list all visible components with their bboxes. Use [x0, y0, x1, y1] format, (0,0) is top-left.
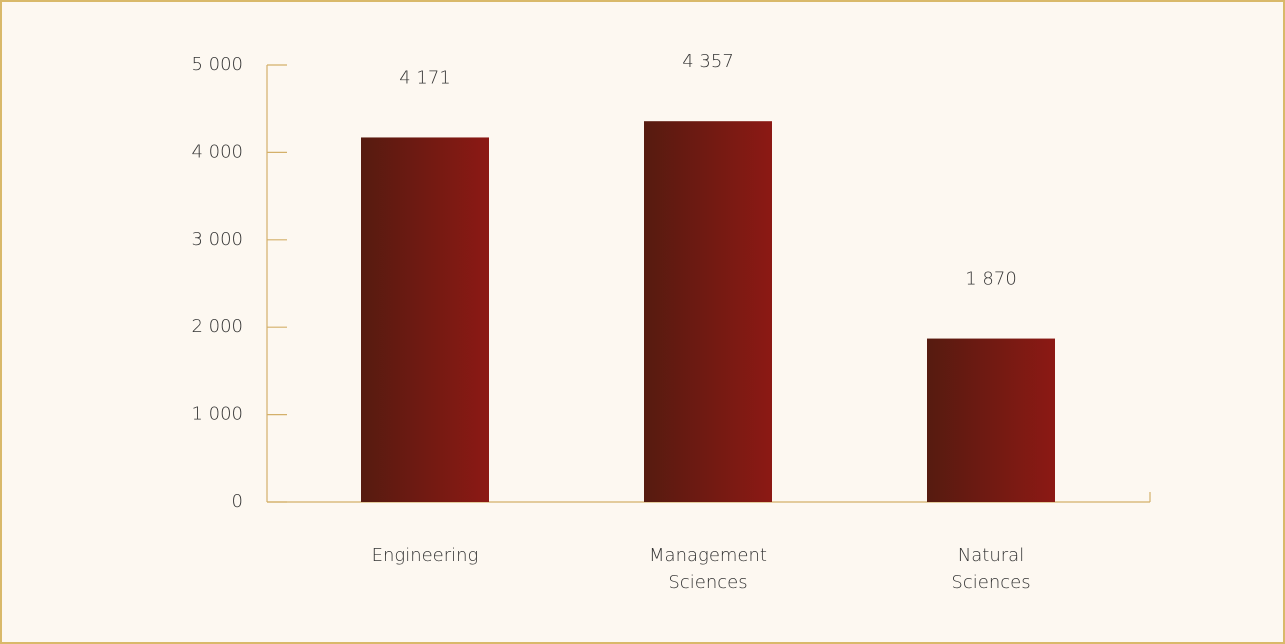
x-tick-label: Natural Sciences — [951, 545, 1030, 593]
y-tick-label: 1 000 — [191, 404, 243, 425]
x-tick-label: Management Sciences — [649, 545, 767, 593]
y-tick-label: 3 000 — [191, 229, 243, 250]
bar — [927, 338, 1055, 502]
y-tick-label: 2 000 — [191, 316, 243, 337]
x-tick-label: Engineering — [372, 545, 479, 566]
y-tick-label: 5 000 — [191, 54, 243, 75]
value-label: 1 870 — [965, 269, 1017, 290]
y-tick-label: 0 — [232, 491, 243, 512]
bar — [361, 137, 489, 503]
y-tick-label: 4 000 — [191, 141, 243, 162]
value-label: 4 171 — [399, 67, 451, 88]
value-label: 4 357 — [682, 51, 734, 72]
bar — [644, 121, 772, 503]
